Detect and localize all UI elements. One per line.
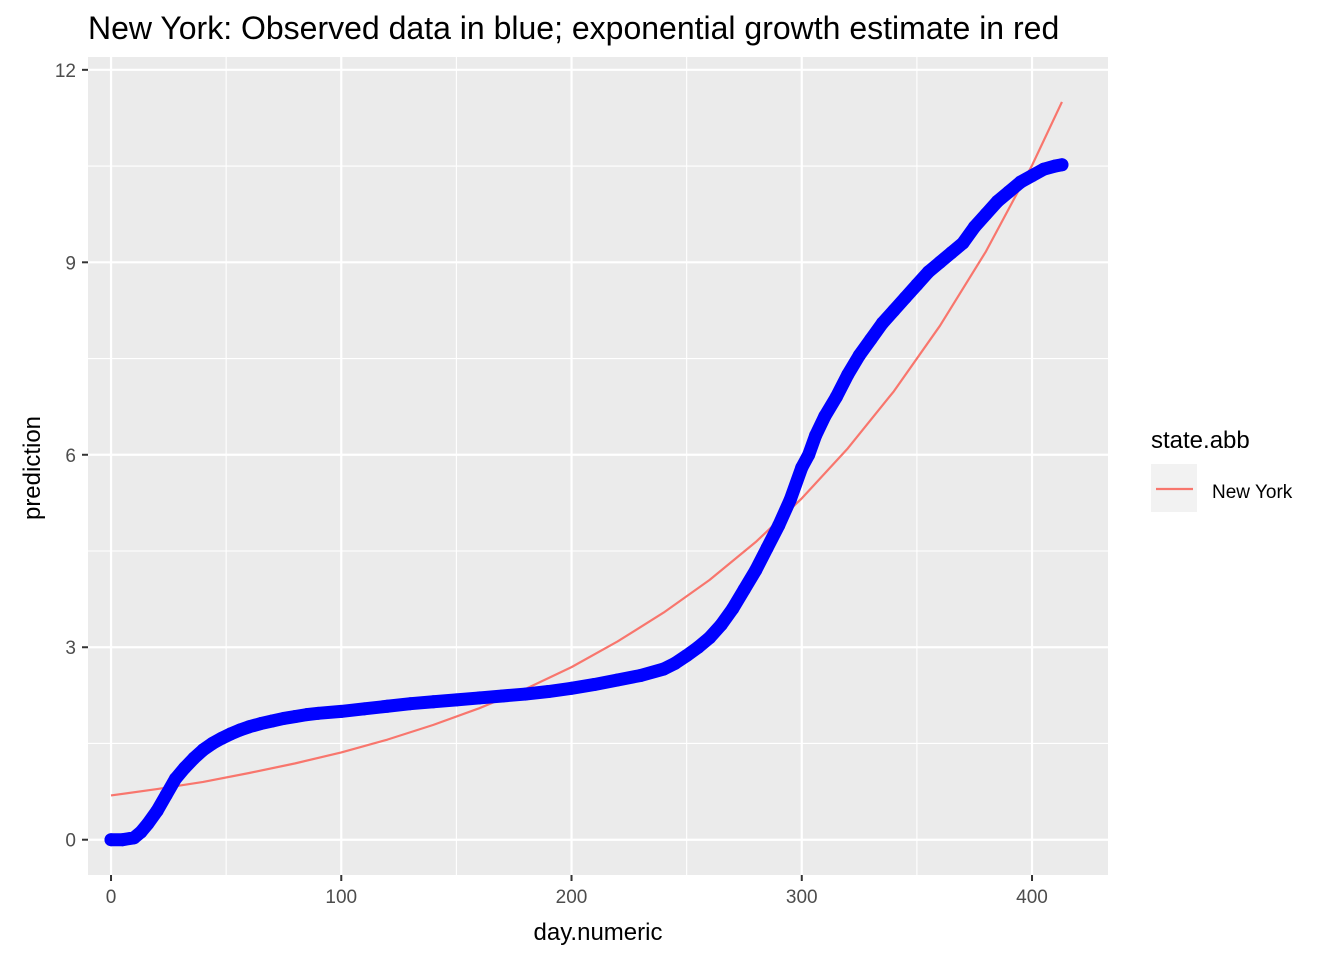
observed-point xyxy=(311,706,325,720)
observed-point xyxy=(809,429,823,443)
observed-point xyxy=(772,518,786,532)
observed-point xyxy=(898,291,912,305)
observed-point xyxy=(1025,169,1039,183)
observed-point xyxy=(910,278,924,292)
observed-point xyxy=(864,332,878,346)
observed-point xyxy=(588,677,602,691)
legend-title: state.abb xyxy=(1151,427,1250,454)
observed-point xyxy=(726,602,740,616)
observed-point xyxy=(357,702,371,716)
observed-point xyxy=(1002,185,1016,199)
observed-point xyxy=(472,691,486,705)
observed-point xyxy=(691,640,705,654)
observed-point xyxy=(300,708,314,722)
y-tick-label: 12 xyxy=(55,61,76,82)
observed-point xyxy=(818,409,832,423)
observed-point xyxy=(990,194,1004,208)
observed-point xyxy=(634,668,648,682)
observed-point xyxy=(668,656,682,670)
observed-point xyxy=(187,751,201,765)
major-grid xyxy=(88,57,1108,875)
observed-point xyxy=(254,717,268,731)
observed-point xyxy=(334,704,348,718)
observed-point xyxy=(829,390,843,404)
observed-point xyxy=(541,685,555,699)
x-tick-label: 200 xyxy=(556,887,588,908)
x-axis-ticks: 0 100 200 300 400 xyxy=(106,875,1048,908)
observed-point xyxy=(159,788,173,802)
observed-point xyxy=(150,804,164,818)
observed-point xyxy=(141,817,155,831)
y-axis-ticks: 0 3 6 9 12 xyxy=(55,61,88,852)
x-tick-label: 300 xyxy=(786,887,818,908)
observed-point xyxy=(841,368,855,382)
chart-title: New York: Observed data in blue; exponen… xyxy=(88,10,1059,46)
y-tick-label: 3 xyxy=(65,638,76,659)
observed-point xyxy=(956,236,970,250)
observed-point xyxy=(749,563,763,577)
observed-point xyxy=(565,681,579,695)
observed-point xyxy=(680,649,694,663)
observed-point xyxy=(795,461,809,475)
observed-series xyxy=(104,158,1069,847)
observed-point xyxy=(887,303,901,317)
observed-point xyxy=(611,673,625,687)
x-tick-label: 400 xyxy=(1016,887,1048,908)
observed-point xyxy=(265,714,279,728)
minor-grid xyxy=(88,57,1108,875)
observed-point xyxy=(277,711,291,725)
observed-point xyxy=(852,348,866,362)
y-tick-label: 6 xyxy=(65,446,76,467)
observed-point xyxy=(426,695,440,709)
observed-point xyxy=(196,743,210,757)
legend-label-new-york: New York xyxy=(1212,482,1293,503)
observed-point xyxy=(967,220,981,234)
observed-point xyxy=(380,699,394,713)
observed-point xyxy=(449,693,463,707)
plot-panel xyxy=(88,57,1108,875)
estimate-line xyxy=(110,101,1063,797)
observed-point xyxy=(875,316,889,330)
y-tick-label: 0 xyxy=(65,831,76,852)
x-tick-label: 100 xyxy=(325,887,357,908)
y-tick-label: 9 xyxy=(65,253,76,274)
observed-point xyxy=(518,687,532,701)
observed-point xyxy=(760,541,774,555)
observed-point xyxy=(802,448,816,462)
observed-point xyxy=(403,697,417,711)
observed-point xyxy=(979,207,993,221)
observed-point xyxy=(737,583,751,597)
y-axis-label: prediction xyxy=(19,416,46,520)
observed-point xyxy=(288,710,302,724)
observed-point xyxy=(1014,175,1028,189)
observed-point xyxy=(657,662,671,676)
observed-point xyxy=(944,246,958,260)
observed-point xyxy=(714,618,728,632)
observed-point xyxy=(1055,158,1069,172)
observed-point xyxy=(921,265,935,279)
observed-point xyxy=(495,689,509,703)
observed-point xyxy=(933,255,947,269)
observed-point xyxy=(783,493,797,507)
x-tick-label: 0 xyxy=(106,887,117,908)
estimate-series xyxy=(110,101,1063,797)
observed-point xyxy=(178,761,192,775)
observed-point xyxy=(168,772,182,786)
x-axis-label: day.numeric xyxy=(534,919,663,946)
observed-point xyxy=(242,720,256,734)
observed-point xyxy=(703,631,717,645)
observed-point xyxy=(116,833,130,847)
observed-point xyxy=(1037,162,1051,176)
legend: state.abb New York xyxy=(1151,427,1293,512)
observed-point xyxy=(104,833,118,847)
